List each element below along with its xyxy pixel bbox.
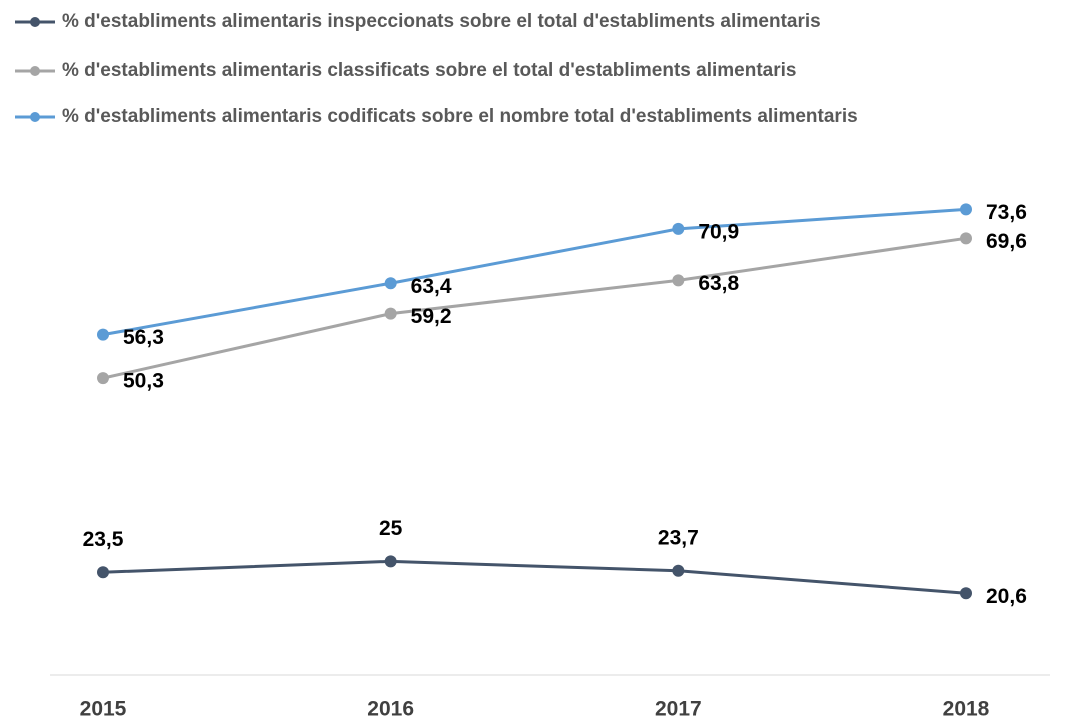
data-label: 73,6 [986,201,1027,224]
point [384,277,397,290]
series-line [102,236,967,380]
data-label: 25 [379,517,403,540]
data-label: 63,4 [411,275,452,298]
data-label: 69,6 [986,230,1027,253]
point [384,555,397,568]
x-tick-label: 2018 [943,698,990,720]
point [97,328,109,341]
legend-marker [30,17,40,27]
point [97,566,109,579]
point [97,372,109,385]
x-tick-label: 2017 [655,698,702,720]
point [960,232,972,245]
legend-marker [30,66,40,76]
data-label: 63,8 [698,272,739,295]
data-label: 23,5 [83,528,124,551]
point [672,274,685,287]
data-label: 50,3 [123,370,164,393]
point [672,222,685,235]
legend-label: % d'establiments alimentaris classificat… [62,60,796,81]
data-label: 59,2 [411,305,452,328]
data-label: 23,7 [658,526,699,549]
legend-marker [30,112,40,122]
data-label: 20,6 [986,585,1027,608]
series-line [102,207,967,337]
series-line [102,559,967,595]
data-label: 56,3 [123,326,164,349]
point [672,564,685,577]
point [960,587,972,600]
legend-label: % d'establiments alimentaris codificats … [62,106,858,127]
point [960,203,972,216]
point [384,307,397,320]
legend-label: % d'establiments alimentaris inspecciona… [62,11,821,32]
data-label: 70,9 [698,220,739,243]
x-tick-label: 2016 [367,698,414,720]
x-tick-label: 2015 [80,698,127,720]
